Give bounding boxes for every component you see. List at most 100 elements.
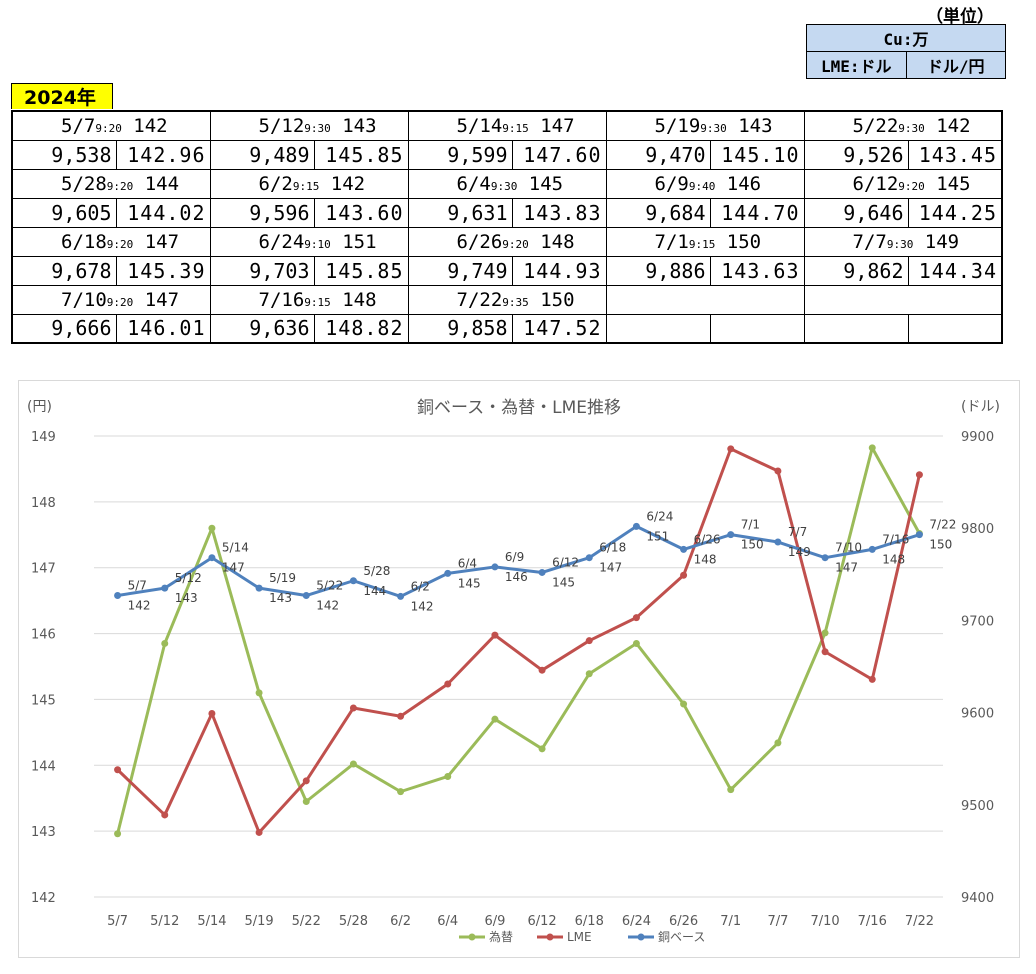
data-label-date: 5/7 <box>128 579 147 593</box>
data-label-value: 147 <box>835 561 858 575</box>
data-label-date: 7/7 <box>788 525 807 539</box>
data-point <box>821 629 829 637</box>
data-label-value: 142 <box>128 599 151 613</box>
y-left-axis-label: (円) <box>27 399 52 415</box>
data-label-date: 7/22 <box>929 518 956 532</box>
price-date-cell: 6/49:30 145 <box>407 168 607 199</box>
price-time: 9:30 <box>304 121 331 135</box>
fx-cell: 144.25 <box>907 197 1003 228</box>
price-date: 7/1 <box>654 230 689 253</box>
price-date: 6/24 <box>258 230 305 253</box>
data-point <box>538 568 546 576</box>
data-point <box>349 760 357 768</box>
data-point <box>868 444 876 452</box>
copper-base-price: 149 <box>924 230 960 253</box>
copper-base-price: 147 <box>144 230 180 253</box>
price-time: 9:40 <box>688 179 716 193</box>
y-right-tick-label: 9700 <box>961 614 994 629</box>
price-date: 6/9 <box>654 172 689 195</box>
data-label-value: 148 <box>694 552 717 566</box>
data-label-value: 146 <box>505 570 528 584</box>
data-point <box>821 554 829 562</box>
data-point <box>585 670 593 678</box>
price-time: 9:10 <box>304 237 331 251</box>
data-point <box>774 538 782 546</box>
data-label-value: 145 <box>552 575 575 589</box>
price-time: 9:15 <box>688 237 716 251</box>
data-point <box>774 739 782 747</box>
data-point <box>161 639 169 647</box>
data-point <box>680 545 688 553</box>
data-label-date: 7/16 <box>882 532 909 546</box>
data-point <box>680 700 688 708</box>
copper-base-price: 146 <box>726 172 762 195</box>
price-date: 5/19 <box>654 114 701 137</box>
lme-cell: 9,470 <box>605 139 711 170</box>
data-label-value: 144 <box>363 584 386 598</box>
price-row-dates: 5/79:20 142 5/129:30 143 5/149:15 147 5/199… <box>11 110 1003 141</box>
legend-label: 銅ベース <box>658 930 705 944</box>
data-point <box>727 531 735 539</box>
price-time: 9:20 <box>106 295 134 309</box>
x-tick-label: 5/14 <box>197 914 226 929</box>
copper-base-price: 143 <box>738 114 773 137</box>
lme-cell: 9,605 <box>11 197 117 228</box>
price-time: 9:15 <box>502 121 529 135</box>
data-point <box>302 798 310 806</box>
price-row-dates: 6/189:20 147 6/249:10 151 6/269:20 148 7/19… <box>11 226 1003 257</box>
copper-base-price: 148 <box>342 288 377 311</box>
fx-cell: 144.93 <box>511 255 607 286</box>
chart-title: 銅ベース・為替・LME推移 <box>417 398 621 418</box>
price-time: 9:20 <box>106 179 134 193</box>
data-label-date: 6/18 <box>599 541 626 555</box>
data-label-date: 7/10 <box>835 541 862 555</box>
data-point <box>302 592 310 600</box>
copper-base-price: 143 <box>342 114 377 137</box>
data-point <box>585 637 593 645</box>
fx-cell: 143.45 <box>907 139 1003 170</box>
price-date-cell: 6/269:20 148 <box>407 226 607 257</box>
price-date-cell: 6/29:15 142 <box>209 168 409 199</box>
x-tick-label: 6/24 <box>622 914 651 929</box>
copper-base-price: 150 <box>540 288 575 311</box>
copper-base-price: 142 <box>936 114 971 137</box>
y-left-tick-label: 147 <box>31 562 56 577</box>
copper-base-price: 144 <box>144 172 180 195</box>
chart-area: 142 143 144 145 146 147 148 149 9400 9500 9600 9700… <box>18 380 1020 958</box>
data-point <box>255 689 263 697</box>
price-time: 9:30 <box>700 121 727 135</box>
copper-base-price: 148 <box>540 230 575 253</box>
series-line <box>116 447 921 834</box>
fx-cell <box>907 313 1003 344</box>
data-label-value: 151 <box>646 529 669 543</box>
price-time: 9:15 <box>292 179 320 193</box>
x-tick-label: 7/7 <box>767 914 788 929</box>
price-time: 9:30 <box>490 179 518 193</box>
data-point <box>727 786 735 794</box>
price-date: 7/22 <box>456 288 503 311</box>
data-label-date: 5/19 <box>269 571 296 585</box>
data-point <box>444 680 452 688</box>
data-point <box>302 777 310 785</box>
legend-label: 為替 <box>489 930 513 944</box>
line-chart: 142 143 144 145 146 147 148 149 9400 9500 9600 9700… <box>27 398 1000 944</box>
data-label-date: 5/12 <box>175 571 202 585</box>
data-point <box>397 712 405 720</box>
x-tick-label: 5/12 <box>150 914 179 929</box>
price-date-cell: 6/99:40 146 <box>605 168 805 199</box>
data-label-value: 150 <box>929 538 952 552</box>
data-point <box>632 614 640 622</box>
data-label-date: 5/28 <box>363 564 390 578</box>
price-date-cell: 6/249:10 151 <box>209 226 409 257</box>
x-tick-label: 7/1 <box>720 914 741 929</box>
price-date: 6/18 <box>61 230 107 253</box>
x-tick-label: 7/16 <box>858 914 887 929</box>
lme-cell: 9,666 <box>11 313 117 344</box>
lme-cell: 9,749 <box>407 255 513 286</box>
data-point <box>915 471 923 479</box>
legend-marker <box>546 933 554 941</box>
data-point <box>208 710 216 718</box>
data-point <box>208 554 216 562</box>
unit-fx: ドル/円 <box>905 51 1006 79</box>
data-label-value: 143 <box>269 591 292 605</box>
